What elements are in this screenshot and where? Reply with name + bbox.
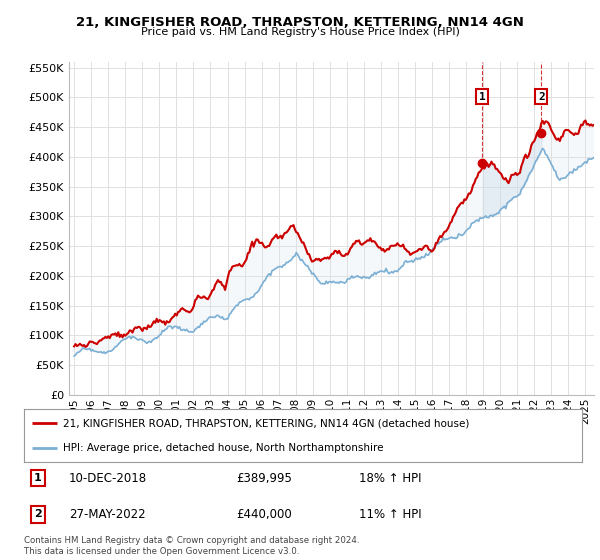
Text: 11% ↑ HPI: 11% ↑ HPI — [359, 508, 421, 521]
Text: 27-MAY-2022: 27-MAY-2022 — [68, 508, 145, 521]
Text: Contains HM Land Registry data © Crown copyright and database right 2024.
This d: Contains HM Land Registry data © Crown c… — [24, 536, 359, 556]
Text: 1: 1 — [479, 92, 485, 101]
Text: 2: 2 — [538, 92, 545, 101]
Text: 21, KINGFISHER ROAD, THRAPSTON, KETTERING, NN14 4GN (detached house): 21, KINGFISHER ROAD, THRAPSTON, KETTERIN… — [63, 418, 469, 428]
Text: 18% ↑ HPI: 18% ↑ HPI — [359, 472, 421, 484]
Text: 1: 1 — [34, 473, 42, 483]
Text: 21, KINGFISHER ROAD, THRAPSTON, KETTERING, NN14 4GN: 21, KINGFISHER ROAD, THRAPSTON, KETTERIN… — [76, 16, 524, 29]
Text: £440,000: £440,000 — [236, 508, 292, 521]
Text: 2: 2 — [34, 510, 42, 520]
Text: HPI: Average price, detached house, North Northamptonshire: HPI: Average price, detached house, Nort… — [63, 442, 383, 452]
Text: 10-DEC-2018: 10-DEC-2018 — [68, 472, 147, 484]
Text: £389,995: £389,995 — [236, 472, 292, 484]
Text: Price paid vs. HM Land Registry's House Price Index (HPI): Price paid vs. HM Land Registry's House … — [140, 27, 460, 38]
